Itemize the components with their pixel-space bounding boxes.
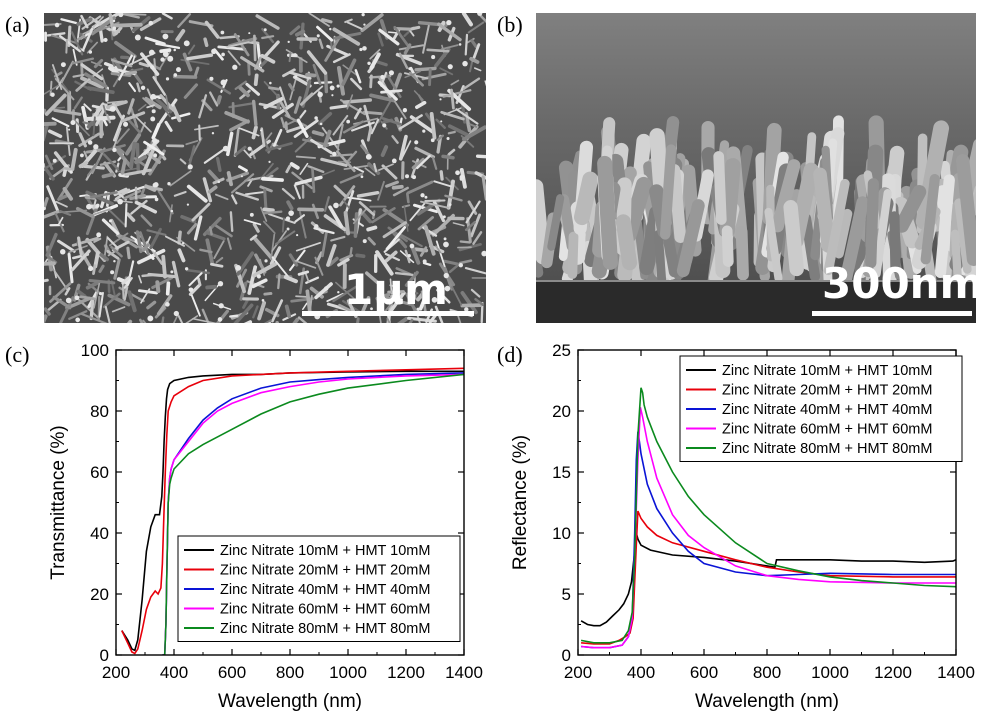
y-axis-label: Transmittance (%) xyxy=(48,425,69,580)
transmittance-series-line-4 xyxy=(162,373,464,655)
reflectance-series-line-5 xyxy=(580,387,956,644)
y-tick-label: 100 xyxy=(81,341,109,360)
scale-bar-b xyxy=(812,311,972,316)
y-tick-label: 20 xyxy=(90,585,109,604)
legend-entry: Zinc Nitrate 40mM + HMT 40mM xyxy=(722,402,932,418)
y-tick-label: 40 xyxy=(90,524,109,543)
transmittance-series-line-2 xyxy=(121,367,464,655)
x-tick-label: 1400 xyxy=(937,663,975,682)
y-tick-label: 20 xyxy=(552,402,571,421)
legend-entry: Zinc Nitrate 10mM + HMT 10mM xyxy=(722,363,932,379)
legend-entry: Zinc Nitrate 60mM + HMT 60mM xyxy=(722,422,932,438)
x-tick-label: 1200 xyxy=(387,663,425,682)
x-axis-label: Wavelength (nm) xyxy=(695,691,839,712)
sem-image-cross-section: 300nm xyxy=(536,13,976,323)
x-tick-label: 800 xyxy=(276,663,304,682)
y-tick-label: 15 xyxy=(552,463,571,482)
x-tick-label: 1400 xyxy=(445,663,483,682)
x-tick-label: 800 xyxy=(753,663,781,682)
panel-label-c: (c) xyxy=(5,342,30,367)
y-axis-label: Reflectance (%) xyxy=(510,435,531,570)
transmittance-series-line-3 xyxy=(162,372,464,655)
legend-entry: Zinc Nitrate 80mM + HMT 80mM xyxy=(722,441,932,457)
sem-image-cross-section-texture xyxy=(536,13,976,323)
y-tick-label: 0 xyxy=(100,646,109,665)
x-tick-label: 600 xyxy=(690,663,718,682)
reflectance-series-line-3 xyxy=(581,431,956,649)
x-tick-label: 1000 xyxy=(811,663,849,682)
y-tick-label: 80 xyxy=(90,402,109,421)
y-tick-label: 10 xyxy=(552,524,571,543)
x-tick-label: 400 xyxy=(160,663,188,682)
panel-label-d: (d) xyxy=(497,342,523,367)
reflectance-series-line-1 xyxy=(580,532,956,627)
y-tick-label: 5 xyxy=(562,585,571,604)
legend-entry: Zinc Nitrate 40mM + HMT 40mM xyxy=(220,582,430,598)
scale-bar-a xyxy=(302,311,474,316)
legend-box xyxy=(679,355,963,462)
legend-entry: Zinc Nitrate 60mM + HMT 60mM xyxy=(220,602,430,618)
x-axis-label: Wavelength (nm) xyxy=(218,691,362,712)
panel-label-a: (a) xyxy=(5,12,30,37)
legend-entry: Zinc Nitrate 10mM + HMT 10mM xyxy=(220,543,430,559)
y-tick-label: 25 xyxy=(552,341,571,360)
chart-d: 200 400 600 800 1000 1200 1400 0 5 10 15 20 25 Wavele… xyxy=(510,341,975,712)
reflectance-series-line-4 xyxy=(581,407,956,649)
transmittance-legend: Zinc Nitrate 10mM + HMT 10mM Zinc Nitrate… xyxy=(177,535,461,642)
legend-box xyxy=(177,535,461,642)
y-tick-label: 60 xyxy=(90,463,109,482)
transmittance-series-line-5 xyxy=(162,373,464,655)
reflectance-series-line-2 xyxy=(581,510,956,645)
scale-bar-label-b: 300nm xyxy=(822,259,976,308)
x-tick-label: 600 xyxy=(218,663,246,682)
chart-c: 200 400 600 800 1000 1200 1400 0 20 40 60 80 100 Wave… xyxy=(48,341,483,712)
sem-image-top-view-texture xyxy=(44,13,486,323)
x-tick-label: 1000 xyxy=(329,663,367,682)
y-tick-label: 0 xyxy=(562,646,571,665)
x-tick-label: 200 xyxy=(564,663,592,682)
legend-entry: Zinc Nitrate 20mM + HMT 20mM xyxy=(220,563,430,579)
legend-entry: Zinc Nitrate 80mM + HMT 80mM xyxy=(220,621,430,637)
x-tick-label: 400 xyxy=(627,663,655,682)
sem-image-top-view: 1μm xyxy=(44,13,486,323)
reflectance-plot-frame xyxy=(577,349,957,656)
reflectance-legend: Zinc Nitrate 10mM + HMT 10mM Zinc Nitrate… xyxy=(679,355,963,462)
transmittance-plot-frame xyxy=(115,349,465,656)
x-tick-label: 1200 xyxy=(874,663,912,682)
transmittance-series-line-1 xyxy=(121,370,464,652)
legend-entry: Zinc Nitrate 20mM + HMT 20mM xyxy=(722,383,932,399)
panel-label-b: (b) xyxy=(497,12,523,37)
x-tick-label: 200 xyxy=(102,663,130,682)
scale-bar-label-a: 1μm xyxy=(344,265,448,314)
